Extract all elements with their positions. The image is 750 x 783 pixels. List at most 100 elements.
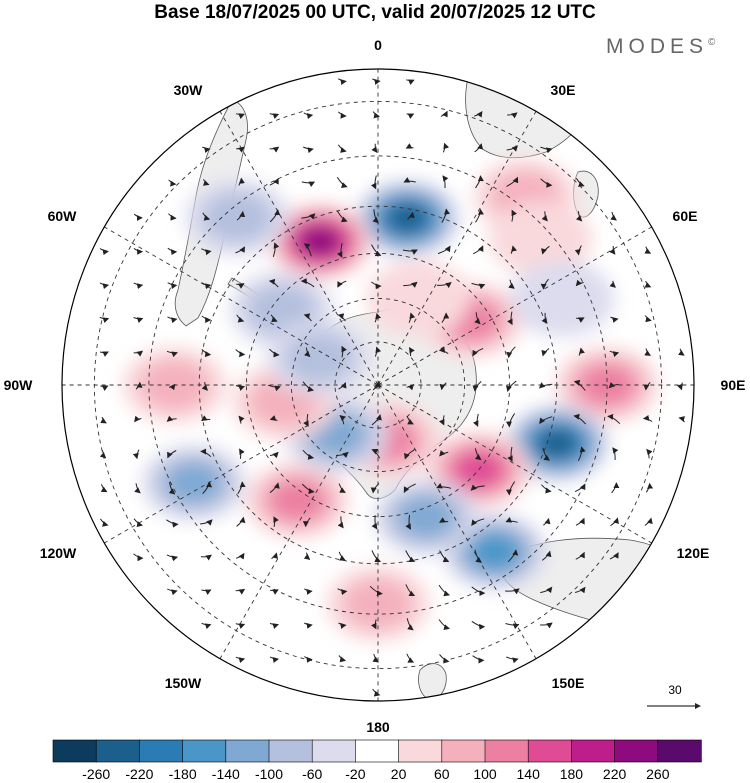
wind-vector-arrow	[506, 380, 517, 392]
wind-vector-arrow	[408, 347, 415, 357]
lon-label-0: 0	[374, 37, 382, 53]
wind-vector-arrow	[405, 550, 416, 563]
wind-vector-arrow	[574, 245, 582, 256]
wind-vector-arrow	[202, 481, 213, 495]
wind-vector-arrow	[474, 312, 481, 325]
wind-vector-arrow	[506, 145, 518, 152]
wind-vector-arrow	[505, 623, 520, 630]
wind-vector-arrow	[574, 586, 586, 594]
wind-vector-arrow	[371, 414, 382, 426]
wind-vector-arrow	[132, 449, 140, 460]
wind-vector-arrow	[99, 450, 107, 459]
lon-label-150w: 150W	[165, 675, 202, 691]
wind-vector-arrow	[443, 142, 450, 153]
wind-vector-arrow	[238, 415, 245, 424]
colorbar-tick-label: -20	[345, 766, 366, 782]
colorbar-tick-label: 20	[390, 766, 407, 782]
wind-vector-arrow	[506, 346, 516, 359]
wind-vector-arrow	[235, 623, 246, 629]
wind-vector-arrow	[167, 588, 178, 596]
wind-vector-arrow	[269, 209, 281, 223]
wind-vector-arrow	[406, 415, 414, 425]
lon-label-120w: 120W	[40, 545, 77, 561]
wind-vector-arrow	[100, 518, 109, 527]
wind-vector-arrow	[540, 278, 549, 290]
wind-vector-arrow	[439, 550, 450, 563]
wind-vector-arrow	[438, 346, 449, 355]
wind-vector-arrow	[169, 383, 176, 391]
wind-vector-arrow	[269, 113, 280, 119]
colorbar-swatch	[657, 739, 702, 763]
wind-vector-arrow	[405, 584, 416, 597]
wind-vector-arrow	[268, 278, 279, 288]
wind-vector-arrow	[507, 112, 518, 119]
wind-vector-arrow	[472, 245, 484, 255]
wind-vector-arrow	[239, 448, 245, 459]
wind-vector-arrow	[168, 179, 177, 187]
brand-name: MODES	[606, 35, 709, 58]
wind-vector-arrow	[269, 451, 279, 459]
wind-vector-arrow	[370, 483, 380, 494]
wind-vector-arrow	[575, 279, 584, 287]
wind-vector-arrow	[133, 247, 144, 255]
wind-vector-arrow	[200, 554, 212, 561]
wind-vector-arrow	[134, 483, 141, 494]
wind-vector-arrow	[303, 243, 312, 257]
wind-vector-arrow	[236, 146, 245, 153]
wind-vector-arrow	[99, 316, 110, 324]
wind-vector-arrow	[608, 381, 619, 389]
wind-vector-arrow	[202, 212, 211, 221]
wind-vector-arrow	[609, 280, 616, 288]
wind-vector-arrow	[405, 143, 414, 149]
wind-vector-arrow	[607, 413, 621, 425]
wind-vector-arrow	[133, 553, 144, 562]
wind-vector-arrow	[336, 210, 348, 223]
wind-vector-arrow	[372, 111, 380, 119]
lon-label-180: 180	[366, 719, 390, 735]
wind-vector-arrow	[472, 347, 484, 357]
wind-vector-arrow	[167, 316, 178, 324]
wind-vector-arrow	[201, 248, 212, 256]
wind-vector-arrow	[166, 415, 177, 422]
wind-vector-arrow	[267, 384, 281, 392]
wind-vector-arrow	[644, 280, 652, 288]
wind-vector-arrow	[100, 416, 107, 424]
lon-label-90e: 90E	[721, 377, 746, 393]
wind-vector-arrow	[301, 213, 316, 220]
lon-label-60w: 60W	[48, 208, 78, 224]
wind-vector-arrow	[338, 551, 346, 561]
wind-vector-arrow	[406, 653, 415, 663]
wind-vector-arrow	[235, 385, 246, 391]
wind-vector-arrow	[541, 348, 550, 357]
wind-vector-arrow	[372, 78, 381, 85]
colorbar-swatch	[571, 739, 616, 763]
wind-vector-arrow	[540, 586, 553, 594]
wind-vector-arrow	[201, 622, 212, 630]
wind-vector-arrow	[574, 483, 586, 493]
wind-vector-arrow	[406, 113, 415, 119]
wind-vector-arrow	[610, 316, 619, 323]
wind-vector-arrow	[541, 211, 548, 222]
anomaly-contour	[269, 480, 325, 521]
wind-vector-arrow	[437, 281, 452, 289]
wind-vector-arrow	[403, 483, 416, 493]
wind-vector-arrow	[573, 379, 586, 391]
wind-vector-arrow	[371, 515, 378, 530]
wind-vector-arrow	[201, 315, 212, 323]
wind-vector-arrow	[167, 247, 178, 256]
wind-vector-arrow	[539, 416, 553, 425]
wind-vector-arrow	[471, 282, 486, 290]
wind-vector-arrow	[371, 550, 381, 563]
colorbar-swatch	[182, 739, 227, 763]
wind-vector-arrow	[575, 177, 585, 187]
wind-vector-arrow	[370, 175, 377, 190]
wind-vector-arrow	[235, 246, 246, 254]
wind-vector-arrow	[272, 242, 280, 257]
wind-vector-arrow	[575, 211, 583, 222]
wind-vector-arrow	[474, 143, 484, 153]
wind-vector-arrow	[472, 413, 479, 427]
colorbar	[52, 739, 702, 763]
wind-vector-arrow	[439, 654, 450, 664]
wind-vector-arrow	[471, 518, 485, 527]
wind-vector-arrow	[505, 481, 516, 496]
